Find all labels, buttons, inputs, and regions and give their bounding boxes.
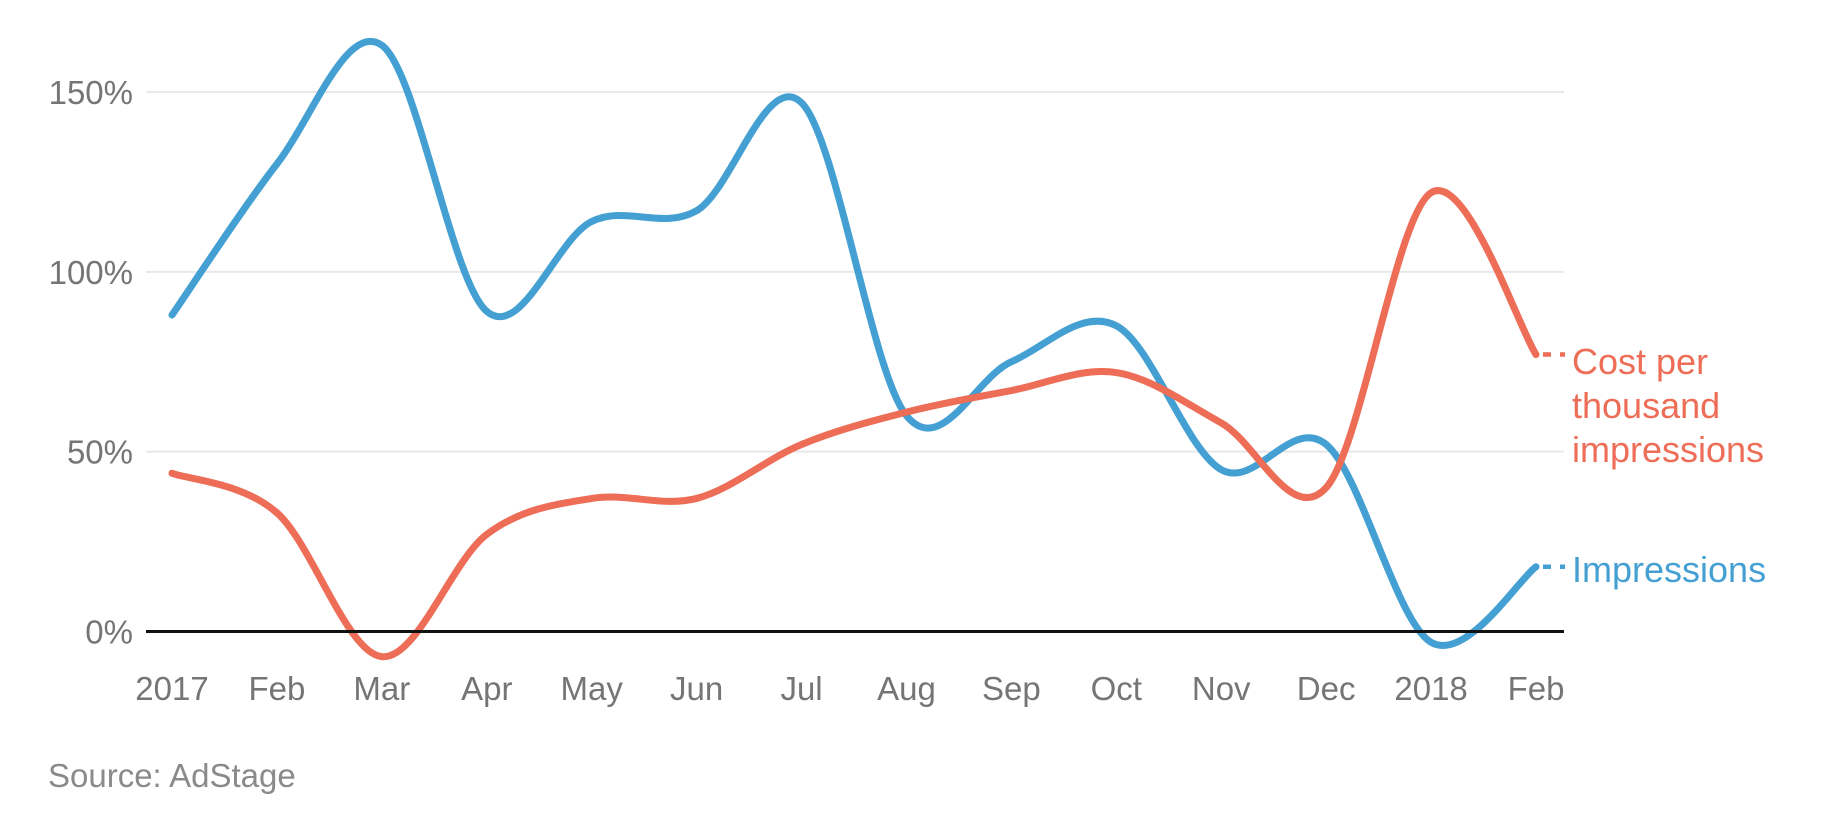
x-tick-label: Aug (877, 670, 936, 707)
legend-cost-per-thousand-impressions: Cost per thousand impressions (1572, 340, 1764, 472)
series-line-impressions (168, 38, 1540, 649)
x-tick-label: May (561, 670, 624, 707)
y-tick-label: 150% (49, 74, 133, 111)
legend-impressions: Impressions (1572, 548, 1766, 592)
x-tick-label: Jun (670, 670, 723, 707)
x-tick-label: Feb (1508, 670, 1565, 707)
y-tick-label: 0% (85, 614, 133, 651)
legend-line: Cost per (1572, 341, 1709, 382)
legend-line: impressions (1572, 429, 1765, 470)
x-tick-label: 2018 (1394, 670, 1467, 707)
source-caption: Source: AdStage (48, 757, 296, 794)
x-tick-label: Jul (780, 670, 822, 707)
legend-line: thousand (1572, 385, 1721, 426)
y-tick-label: 100% (49, 254, 133, 291)
y-tick-label: 50% (67, 434, 133, 471)
x-tick-label: Mar (353, 670, 410, 707)
series-line-cost-per-thousand-impressions (168, 187, 1540, 661)
x-tick-label: 2017 (135, 670, 208, 707)
x-tick-label: Apr (461, 670, 512, 707)
x-tick-label: Dec (1297, 670, 1356, 707)
x-tick-label: Feb (248, 670, 305, 707)
x-tick-label: Oct (1091, 670, 1142, 707)
x-tick-label: Nov (1192, 670, 1251, 707)
legend-line: Impressions (1572, 549, 1767, 590)
x-tick-label: Sep (982, 670, 1041, 707)
